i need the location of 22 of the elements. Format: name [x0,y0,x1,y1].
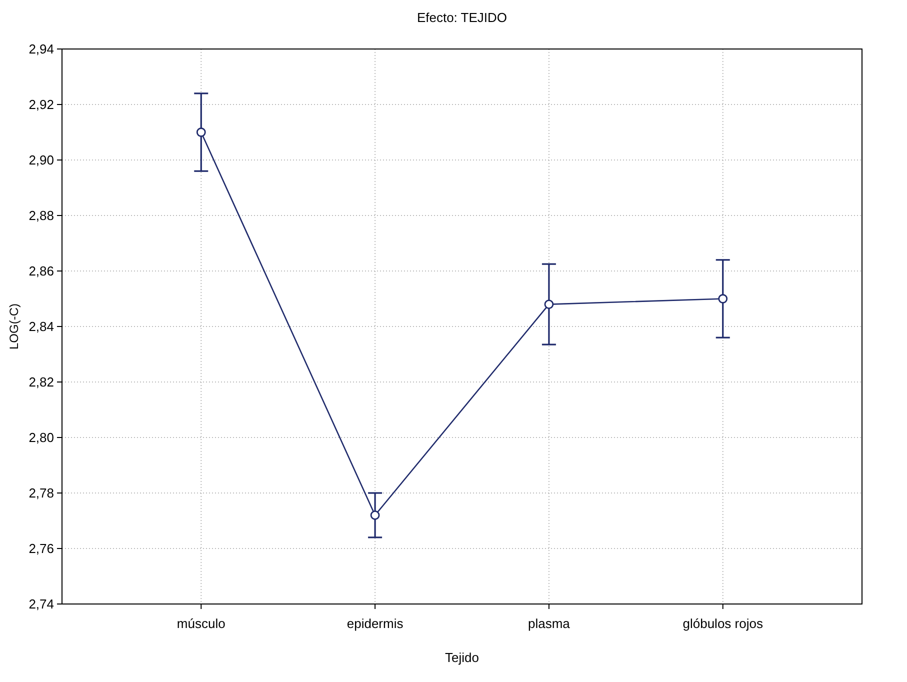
point [544,300,554,309]
x-tick-label: músculo [176,616,226,631]
x-tick-label: epidermis [346,616,404,631]
y-tick-label: 2,88 [28,208,54,224]
y-tick-label: 2,86 [28,264,54,279]
y-tick-label: 2,92 [28,97,54,112]
y-tick-label: 2,76 [28,541,54,556]
y-axis-title: LOG(-C) [7,304,21,350]
x-tick-label: plasma [528,616,571,631]
x-axis-title: Tejido [445,650,479,665]
y-tick-label: 2,94 [28,42,54,57]
y-tick-label: 2,78 [28,486,54,501]
y-tick-label: 2,90 [28,152,54,168]
y-tick-label: 2,82 [28,374,54,390]
y-tick-label: 2,80 [28,430,54,446]
y-tick-label: 2,84 [28,319,54,334]
point [718,294,728,304]
y-tick-label: 2,74 [28,596,54,612]
point [196,128,206,137]
chart-title: Efecto: TEJIDO [416,10,508,25]
point [370,510,380,520]
x-tick-label: glóbulos rojos [682,616,764,631]
